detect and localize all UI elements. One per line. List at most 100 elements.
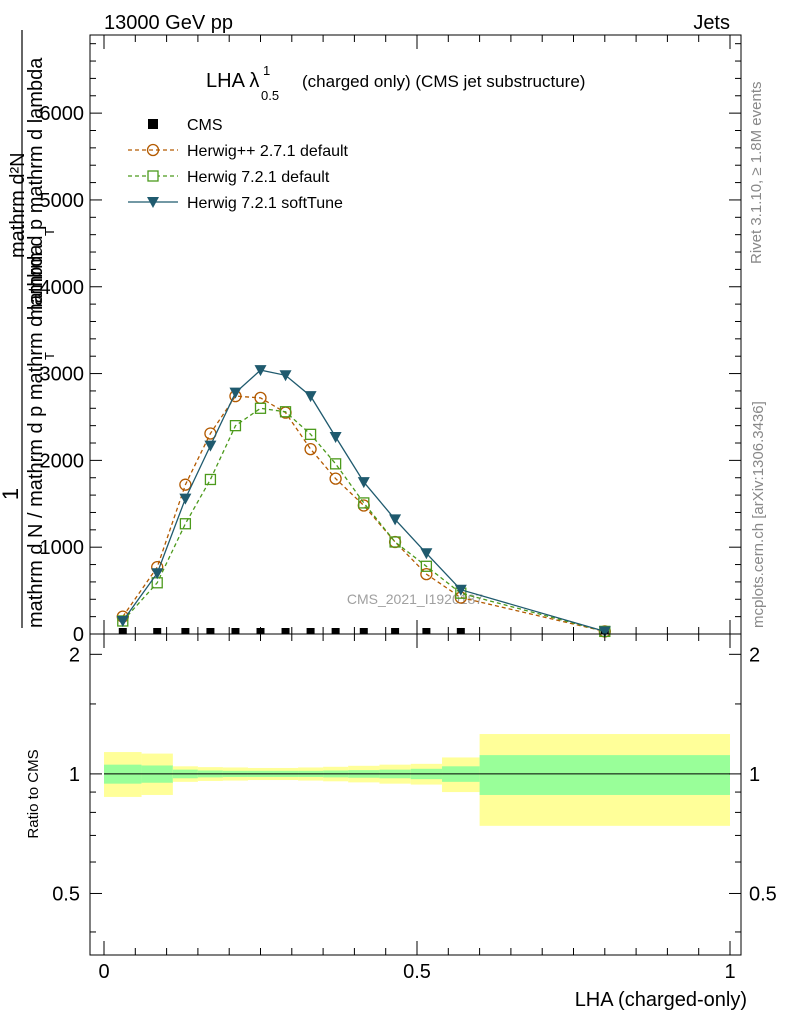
- data-point-cms: [118, 628, 127, 634]
- y-tick-label: 2000: [40, 450, 85, 472]
- data-point-cms: [153, 628, 162, 634]
- legend-item-cms: CMS: [148, 117, 223, 134]
- ratio-plot-frame: [89, 633, 742, 956]
- data-point-cms: [206, 628, 215, 634]
- data-point-herwig-7-2-1-default: [389, 536, 401, 548]
- y-label-denominator-subscript: T: [42, 352, 57, 360]
- data-point-herwig-7-2-1-softtune: [254, 365, 267, 377]
- y-label-overlay-bottom: mathrm d p mathrm d lambda: [25, 57, 47, 320]
- y-tick-label: 5000: [40, 190, 85, 212]
- ratio-y-tick-label: 2: [69, 644, 80, 666]
- data-point-herwig-7-2-1-softtune: [116, 615, 129, 627]
- data-point-herwig-7-2-1-default: [279, 406, 292, 418]
- main-x-axis: [103, 35, 731, 634]
- data-point-herwig-7-2-1-softtune: [279, 370, 292, 382]
- x-axis-label: LHA (charged-only): [575, 989, 747, 1011]
- data-point-herwig-7-2-1-softtune: [598, 626, 611, 638]
- y-tick-label: 0: [73, 624, 84, 646]
- data-point-cms: [391, 628, 400, 634]
- legend-label-herwig7-softtune: Herwig 7.2.1 softTune: [187, 195, 343, 212]
- data-point-herwig-2-7-1-default: [329, 472, 342, 485]
- data-point-herwig-7-2-1-default: [329, 458, 342, 470]
- ratio-inner-band: [479, 755, 730, 795]
- data-point-herwig-7-2-1-softtune: [329, 431, 342, 443]
- data-point-herwig-7-2-1-default: [420, 560, 433, 572]
- data-point-herwig-7-2-1-softtune: [454, 584, 467, 596]
- data-point-herwig-7-2-1-softtune: [420, 548, 433, 560]
- x-tick-label: 0.5: [403, 961, 431, 983]
- data-point-herwig-7-2-1-default: [204, 473, 217, 486]
- y-tick-label: 1000: [40, 537, 85, 559]
- legend-label-herwigpp: Herwig++ 2.7.1 default: [187, 143, 349, 160]
- plot-title: LHA λ 1 0.5 (charged only) (CMS jet subs…: [206, 63, 585, 103]
- ratio-y-axis: 0.5 0.5 1 1 2 2: [52, 644, 777, 933]
- y-tick-label: 4000: [40, 277, 85, 299]
- series-line-herwig-2-7-1-default: [122, 395, 605, 633]
- data-point-cms: [359, 628, 368, 634]
- header-right: Jets: [693, 12, 730, 34]
- data-point-herwig-7-2-1-default: [179, 518, 192, 530]
- plot-title-superscript: 1: [263, 63, 270, 78]
- header-left: 13000 GeV pp: [104, 12, 233, 34]
- ratio-y-tick-label-right: 1: [749, 764, 760, 786]
- data-point-cms: [181, 628, 190, 634]
- rivet-version-label: Rivet 3.1.10, ≥ 1.8M events: [748, 82, 765, 265]
- analysis-watermark: CMS_2021_I1920187: [347, 591, 483, 607]
- data-point-herwig-2-7-1-default: [304, 442, 317, 456]
- y-tick-label: 3000: [40, 364, 85, 386]
- plot-title-rest: (charged only) (CMS jet substructure): [302, 72, 585, 91]
- data-point-herwig-7-2-1-softtune: [389, 514, 402, 526]
- data-point-herwig-7-2-1-softtune: [229, 387, 242, 399]
- ratio-y-axis-label: Ratio to CMS: [25, 749, 42, 838]
- ratio-uncertainty-bands: [104, 734, 730, 826]
- data-point-cms: [256, 628, 265, 634]
- data-point-herwig-7-2-1-default: [358, 497, 370, 509]
- main-y-axis: 0 1000 2000 3000 4000 5000 6000: [40, 43, 741, 646]
- ratio-y-tick-label: 1: [69, 764, 80, 786]
- legend-label-herwig7-default: Herwig 7.2.1 default: [187, 169, 330, 186]
- legend-item-herwigpp: Herwig++ 2.7.1 default: [128, 143, 349, 160]
- data-point-herwig-7-2-1-default: [254, 402, 267, 414]
- legend-item-herwig7-softtune: Herwig 7.2.1 softTune: [128, 195, 343, 212]
- data-point-herwig-7-2-1-default: [229, 420, 242, 432]
- y-tick-label: 6000: [40, 103, 85, 125]
- legend-item-herwig7-default: Herwig 7.2.1 default: [128, 169, 330, 186]
- legend-marker-herwig7-softtune: [147, 197, 159, 208]
- data-point-herwig-7-2-1-softtune: [151, 568, 164, 580]
- legend-label-cms: CMS: [187, 117, 223, 134]
- ratio-y-tick-label: 0.5: [52, 883, 80, 905]
- data-point-cms: [331, 628, 340, 634]
- x-tick-label: 0: [98, 961, 109, 983]
- data-point-herwig-7-2-1-softtune: [179, 493, 192, 505]
- data-point-herwig-7-2-1-softtune: [204, 440, 217, 452]
- ratio-y-tick-label-right: 0.5: [749, 883, 777, 905]
- mcplots-label: mcplots.cern.ch [arXiv:1306.3436]: [750, 401, 767, 628]
- data-point-herwig-7-2-1-default: [304, 428, 317, 440]
- y-label-overlay-top: mathrm d²N: [7, 152, 29, 258]
- data-point-herwig-2-7-1-default: [420, 567, 433, 581]
- data-point-herwig-2-7-1-default: [357, 499, 370, 512]
- data-point-herwig-7-2-1-softtune: [357, 477, 370, 489]
- main-y-axis-label: 1 mathrm d N / mathrm d p mathrm d lambd…: [0, 30, 57, 628]
- data-point-cms: [306, 628, 315, 634]
- data-point-cms: [231, 628, 240, 634]
- data-point-herwig-2-7-1-default: [388, 535, 402, 549]
- series-line-herwig-7-2-1-softtune: [122, 369, 605, 633]
- x-tick-label: 1: [724, 961, 735, 983]
- legend-marker-cms: [148, 119, 158, 129]
- plot-title-subscript: 0.5: [261, 88, 279, 103]
- data-point-herwig-7-2-1-softtune: [304, 391, 317, 403]
- legend: CMS Herwig++ 2.7.1 default Herwig 7.2.1 …: [128, 117, 349, 212]
- plot-title-main: LHA λ: [206, 70, 259, 92]
- y-label-overlay-subscript: T: [42, 228, 57, 236]
- y-label-denominator: mathrm d N / mathrm d p mathrm d lambda: [25, 244, 47, 628]
- data-point-cms: [281, 628, 290, 634]
- legend-marker-herwig7-default: [147, 170, 159, 182]
- legend-marker-herwigpp: [146, 143, 160, 157]
- ratio-x-axis: 0 0.5 1: [98, 634, 736, 983]
- series-layer: [116, 365, 611, 638]
- y-label-numerator: 1: [0, 488, 23, 500]
- ratio-y-tick-label-right: 2: [749, 644, 760, 666]
- data-point-cms: [456, 628, 465, 634]
